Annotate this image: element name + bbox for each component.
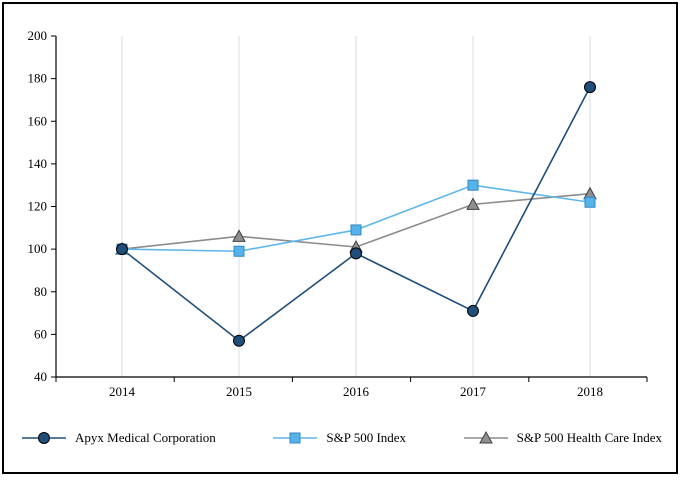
svg-text:2014: 2014 bbox=[109, 384, 136, 399]
legend-item-apyx: Apyx Medical Corporation bbox=[22, 429, 216, 447]
svg-text:160: 160 bbox=[28, 113, 48, 128]
svg-text:2016: 2016 bbox=[343, 384, 370, 399]
svg-text:80: 80 bbox=[34, 284, 47, 299]
svg-text:2015: 2015 bbox=[226, 384, 252, 399]
svg-text:180: 180 bbox=[28, 71, 48, 86]
svg-text:100: 100 bbox=[28, 241, 48, 256]
legend-item-sp500: S&P 500 Index bbox=[273, 429, 406, 447]
legend-marker-circle bbox=[22, 432, 66, 444]
legend-label: S&P 500 Index bbox=[326, 430, 407, 445]
legend-item-sp500-healthcare: S&P 500 Health Care Index bbox=[463, 429, 662, 447]
legend-marker-triangle bbox=[463, 430, 508, 444]
chart-legend: Apyx Medical Corporation S&P 500 Index S… bbox=[4, 420, 676, 456]
legend-label: S&P 500 Health Care Index bbox=[516, 430, 662, 445]
legend-marker-square bbox=[273, 432, 318, 444]
legend-label: Apyx Medical Corporation bbox=[75, 430, 216, 445]
svg-text:60: 60 bbox=[34, 326, 47, 341]
chart-frame: 40 60 80 100 120 140 160 180 200 2014 2015 2016 2017… bbox=[2, 2, 678, 474]
svg-text:140: 140 bbox=[28, 156, 48, 171]
svg-text:120: 120 bbox=[28, 199, 48, 214]
svg-text:2018: 2018 bbox=[577, 384, 603, 399]
svg-text:2017: 2017 bbox=[460, 384, 487, 399]
svg-text:40: 40 bbox=[34, 369, 47, 384]
performance-line-chart: 40 60 80 100 120 140 160 180 200 2014 2015 2016 2017… bbox=[28, 28, 648, 399]
svg-text:200: 200 bbox=[28, 28, 48, 43]
